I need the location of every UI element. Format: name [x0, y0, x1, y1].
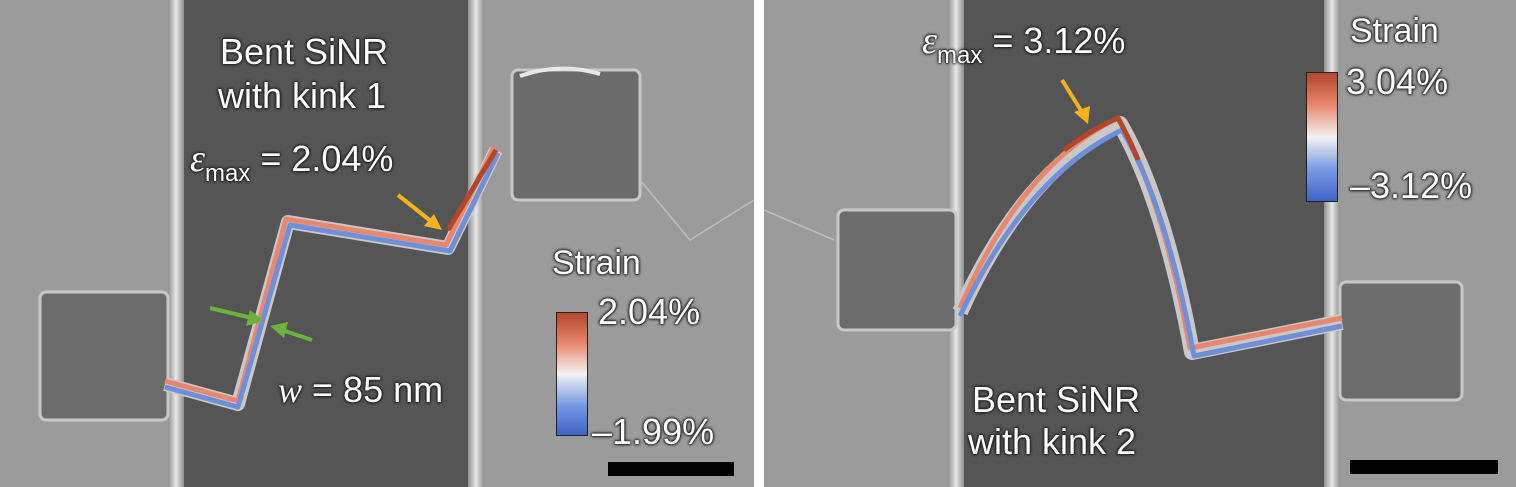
eps-symbol-left: ε [190, 138, 205, 180]
max-strain-arrowhead-left [424, 214, 442, 230]
max-strain-arrow-left [396, 193, 434, 224]
width-symbol: w [278, 370, 303, 410]
nanoribbon-halo-left [163, 146, 503, 411]
trench-edge-left-1 [168, 0, 184, 487]
eps-value-left: = 2.04% [260, 138, 394, 179]
max-strain-arrow-right [1060, 78, 1084, 114]
contact-pad-left [38, 290, 170, 422]
colorbar-title-right: Strain [1350, 12, 1439, 50]
strain-colorbar-right [1306, 72, 1338, 202]
eps-symbol-right: ε [922, 20, 937, 62]
eps-sub-right: max [936, 42, 983, 69]
contact-pad-right [510, 68, 642, 202]
colorbar-max-right: 3.04% [1346, 61, 1449, 102]
left-sem-panel: Bent SiNR with kink 1 εmax = 2.04% w = 8… [0, 0, 754, 487]
right-sem-image [764, 0, 1516, 487]
colorbar-min-right: –3.12% [1350, 165, 1473, 206]
title-line2-left: with kink 1 [218, 75, 387, 116]
scale-bar-right [1350, 460, 1498, 474]
eps-sub-left: max [204, 160, 251, 187]
title-line1-right: Bent SiNR [972, 379, 1141, 420]
nanoribbon-compression-edge-left [164, 151, 501, 410]
surface-crack [639, 179, 754, 241]
max-strain-arrowhead-right [1074, 106, 1090, 124]
surface-crack-r [764, 209, 835, 241]
trench-right [960, 0, 1328, 487]
width-arrow-left-b [281, 328, 313, 342]
width-arrowhead-left-b [270, 322, 288, 338]
colorbar-max-left: 2.04% [598, 291, 701, 332]
colorbar-title-left: Strain [552, 244, 641, 282]
contact-pad-right-r [1338, 280, 1464, 402]
width-arrow-left-a [209, 306, 253, 320]
pad-highlight [519, 66, 601, 78]
trench-edge-left-2 [468, 0, 484, 487]
width-value: = 85 nm [312, 369, 444, 410]
right-sem-panel: εmax = 3.12% Bent SiNR with kink 2 Strai… [764, 0, 1516, 487]
title-line1-left: Bent SiNR [220, 31, 389, 72]
width-label: w = 85 nm [278, 369, 444, 410]
eps-max-label-right: εmax = 3.12% [922, 22, 1125, 68]
nanoribbon-tension-edge-left [164, 145, 497, 404]
max-strain-segment-left [445, 148, 499, 232]
strain-colorbar-left [556, 312, 588, 436]
title-line2-right: with kink 2 [968, 421, 1137, 462]
eps-value-right: = 3.12% [992, 20, 1126, 61]
eps-max-label-left: εmax = 2.04% [190, 140, 393, 186]
contact-pad-left-r [836, 208, 958, 332]
max-strain-segment-right [1062, 114, 1141, 161]
width-arrowhead-left-a [246, 310, 264, 326]
scale-bar-left [608, 462, 734, 476]
colorbar-min-left: –1.99% [592, 411, 715, 452]
left-sem-image [0, 0, 754, 487]
